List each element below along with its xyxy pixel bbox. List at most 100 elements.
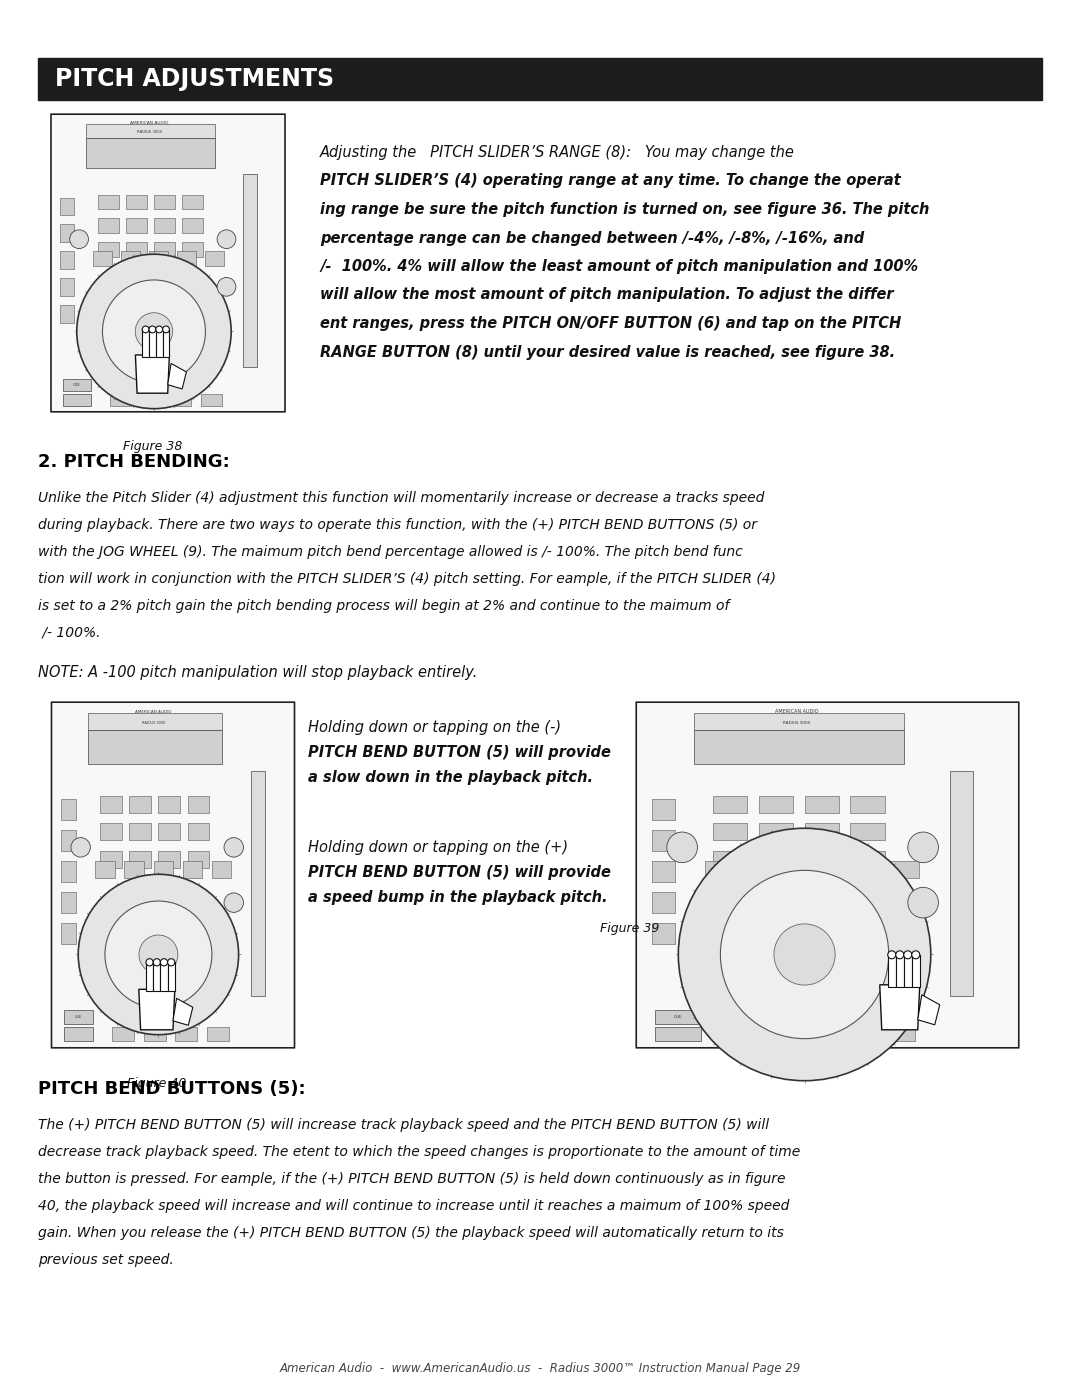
Bar [850,823,885,841]
Bar [153,861,173,879]
Bar [205,251,225,265]
Polygon shape [153,963,161,990]
Circle shape [720,870,889,1038]
Bar [100,851,122,868]
Polygon shape [146,963,153,990]
Bar [95,861,114,879]
Bar [154,194,175,210]
Bar [62,861,76,882]
Bar [805,851,839,868]
Circle shape [224,893,243,912]
Bar [98,194,119,210]
Bar [98,218,119,233]
Circle shape [70,231,89,249]
Bar [842,861,874,879]
Text: will allow the most amount of pitch manipulation. To adjust the differ: will allow the most amount of pitch mani… [320,288,893,303]
Polygon shape [888,954,895,986]
Bar [832,1027,866,1041]
Bar [212,861,231,879]
Bar [850,851,885,868]
Bar [130,851,151,868]
Bar [86,138,215,168]
Text: during playback. There are two ways to operate this function, with the (+) PITCH: during playback. There are two ways to o… [38,518,757,532]
Circle shape [146,958,153,965]
Bar [183,194,203,210]
Circle shape [217,231,235,249]
Bar [154,218,175,233]
Circle shape [904,951,912,958]
Text: Holding down or tapping on the (+): Holding down or tapping on the (+) [308,840,568,855]
Text: RADIUS 3000: RADIUS 3000 [137,130,162,134]
Text: decrease track playback speed. The etent to which the speed changes is proportio: decrease track playback speed. The etent… [38,1146,800,1160]
Bar [109,394,131,407]
Text: RADIUS 3000: RADIUS 3000 [141,721,165,725]
Text: ing range be sure the pitch function is turned on, see figure 36. The pitch: ing range be sure the pitch function is … [320,203,930,217]
Circle shape [908,833,939,863]
Circle shape [139,935,178,974]
Bar [60,305,75,323]
Bar [126,194,147,210]
Text: CUE: CUE [72,383,81,387]
Text: PITCH BEND BUTTONS (5):: PITCH BEND BUTTONS (5): [38,1080,306,1098]
Text: AMERICAN AUDIO: AMERICAN AUDIO [775,710,819,714]
Polygon shape [167,363,187,388]
Text: Figure 38: Figure 38 [123,440,183,453]
Bar [159,823,180,841]
Bar [656,1027,701,1041]
Bar [751,861,782,879]
Bar [656,1010,701,1024]
Bar [126,218,147,233]
Bar [889,861,919,879]
Bar [64,1027,93,1041]
Circle shape [78,875,239,1035]
Bar [183,861,202,879]
Circle shape [167,958,175,965]
Circle shape [156,326,163,332]
Circle shape [666,833,698,863]
Bar [881,1027,916,1041]
FancyBboxPatch shape [636,703,1018,1048]
Polygon shape [167,963,175,990]
Bar [758,795,793,813]
Circle shape [888,951,895,958]
Polygon shape [149,330,156,356]
Bar [62,799,76,820]
Polygon shape [156,330,163,356]
Circle shape [224,838,243,858]
Bar [154,242,175,257]
Circle shape [77,254,231,409]
Text: Adjusting the   PITCH SLIDER’S RANGE (8):   You may change the: Adjusting the PITCH SLIDER’S RANGE (8): … [320,145,795,161]
Text: a slow down in the playback pitch.: a slow down in the playback pitch. [308,770,593,785]
Text: Figure 40: Figure 40 [127,1077,187,1090]
FancyBboxPatch shape [52,703,295,1048]
Polygon shape [135,355,170,393]
Bar [188,795,210,813]
Bar [651,893,675,914]
Bar [732,1027,767,1041]
Bar [850,795,885,813]
Bar [183,242,203,257]
Circle shape [912,951,920,958]
Bar [782,1027,816,1041]
Polygon shape [161,963,167,990]
Text: RADIUS 3000: RADIUS 3000 [783,721,810,725]
Circle shape [163,326,170,332]
Bar [651,923,675,944]
Circle shape [149,326,156,332]
Polygon shape [904,954,912,986]
Circle shape [143,326,149,332]
Bar [201,394,221,407]
Bar [183,218,203,233]
Bar [64,1010,93,1024]
Text: American Audio  -  www.AmericanAudio.us  -  Radius 3000™ Instruction Manual Page: American Audio - www.AmericanAudio.us - … [280,1362,800,1375]
Bar [651,799,675,820]
Circle shape [153,958,161,965]
Circle shape [105,901,212,1009]
Polygon shape [163,330,170,356]
Circle shape [678,828,931,1081]
Text: The (+) PITCH BEND BUTTON (5) will increase track playback speed and the PITCH B: The (+) PITCH BEND BUTTON (5) will incre… [38,1118,769,1132]
Polygon shape [143,330,149,356]
Bar [124,861,144,879]
Text: PITCH SLIDER’S (4) operating range at any time. To change the operat: PITCH SLIDER’S (4) operating range at an… [320,173,901,189]
Text: CUE: CUE [674,1014,683,1018]
